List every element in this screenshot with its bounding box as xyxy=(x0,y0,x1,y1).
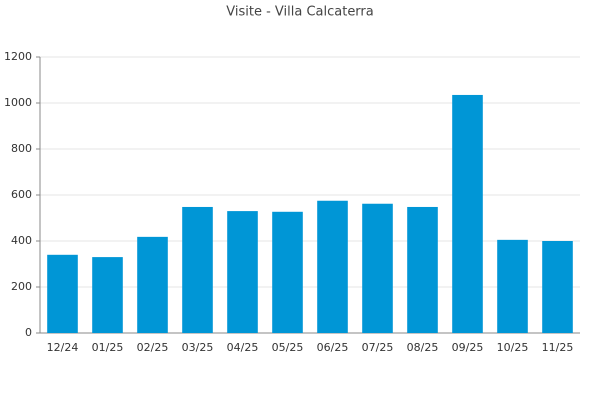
bar xyxy=(92,257,123,333)
y-tick-label: 800 xyxy=(11,142,32,155)
y-tick-label: 600 xyxy=(11,188,32,201)
bar xyxy=(407,206,438,333)
chart-title: Visite - Villa Calcaterra xyxy=(226,5,374,20)
x-tick-label: 09/25 xyxy=(452,341,484,354)
y-tick-label: 400 xyxy=(11,234,32,247)
x-tick-label: 07/25 xyxy=(362,341,394,354)
x-tick-label: 12/24 xyxy=(47,341,79,354)
x-tick-label: 06/25 xyxy=(317,341,349,354)
bar xyxy=(362,203,393,333)
x-tick-label: 11/25 xyxy=(542,341,574,354)
y-tick-label: 200 xyxy=(11,280,32,293)
bar xyxy=(47,254,78,333)
bar xyxy=(182,206,213,333)
bar xyxy=(542,241,573,333)
y-tick-label: 1200 xyxy=(4,50,32,63)
bar xyxy=(452,94,483,333)
bar xyxy=(497,239,528,333)
x-tick-label: 05/25 xyxy=(272,341,304,354)
x-tick-label: 03/25 xyxy=(182,341,214,354)
x-tick-label: 10/25 xyxy=(497,341,529,354)
y-tick-label: 0 xyxy=(25,326,32,339)
x-tick-label: 04/25 xyxy=(227,341,259,354)
bar xyxy=(272,211,303,333)
y-tick-label: 1000 xyxy=(4,96,32,109)
x-tick-label: 08/25 xyxy=(407,341,439,354)
bar xyxy=(227,211,258,333)
bar xyxy=(317,200,348,333)
x-tick-label: 01/25 xyxy=(92,341,124,354)
x-tick-label: 02/25 xyxy=(137,341,169,354)
bar xyxy=(137,236,168,333)
